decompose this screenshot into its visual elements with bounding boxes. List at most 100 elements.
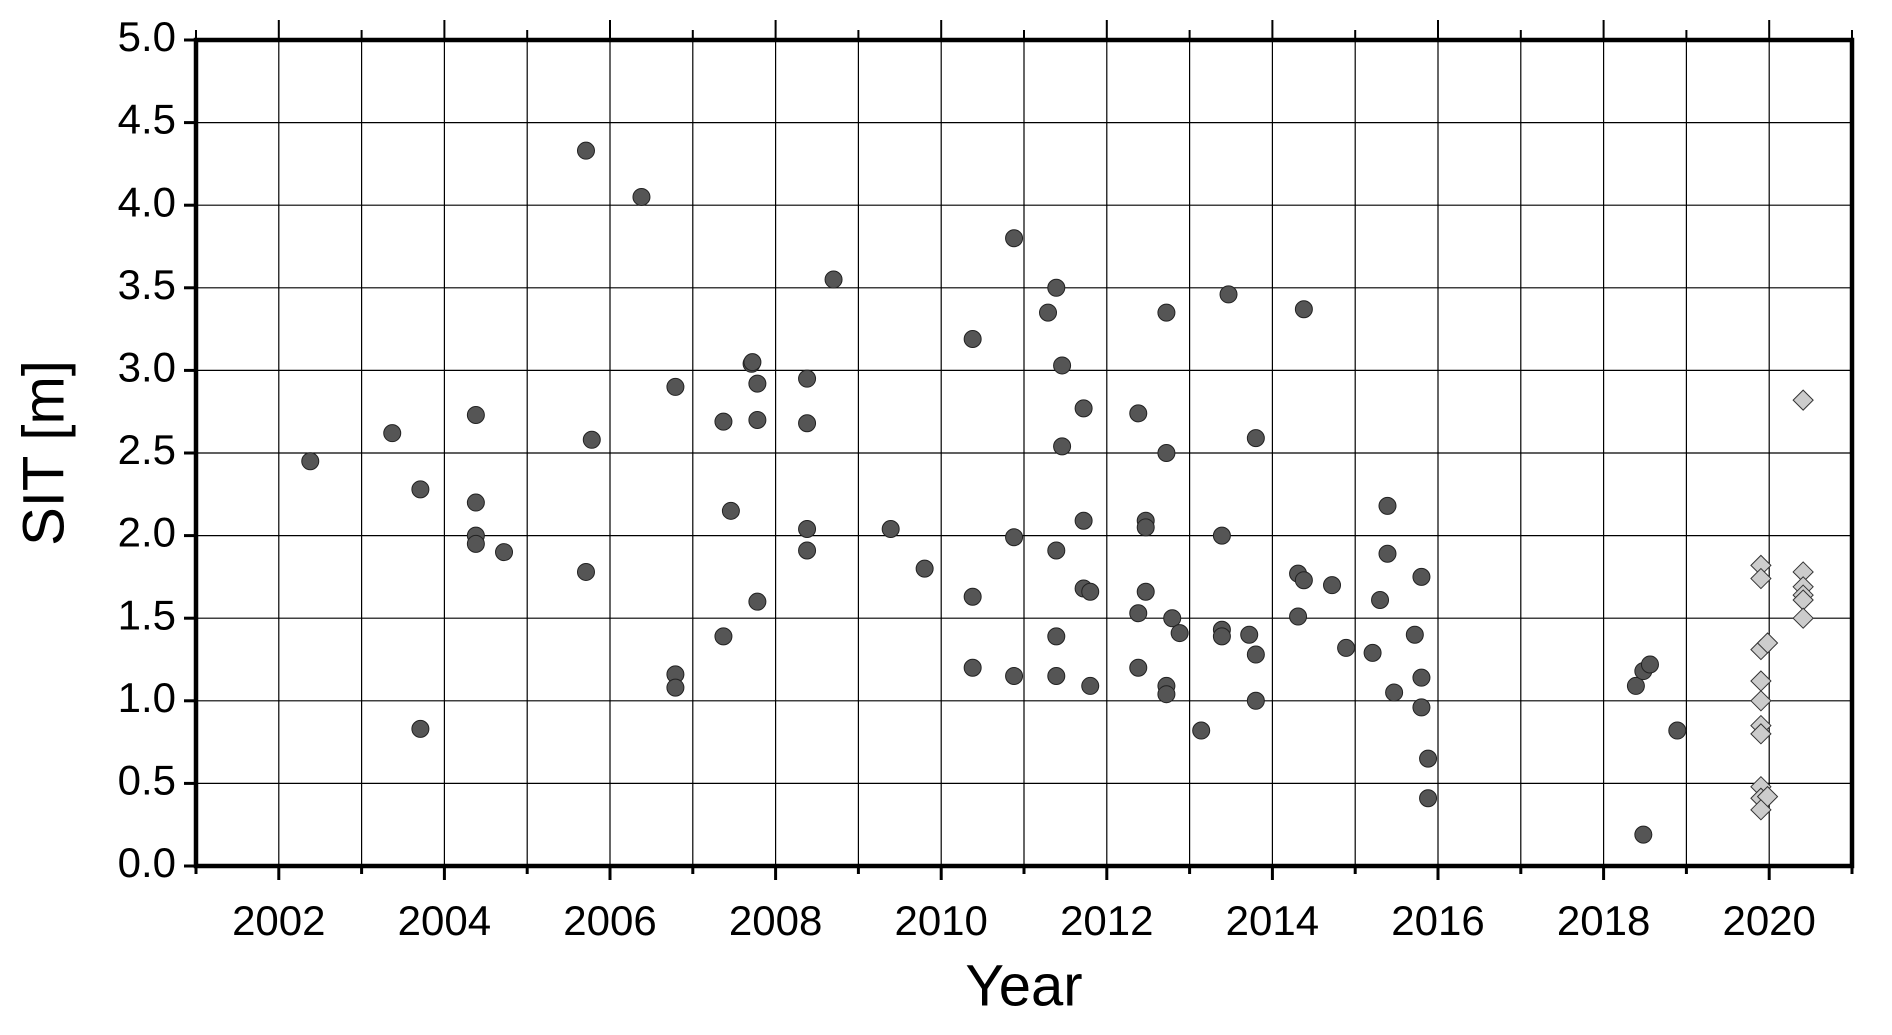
data-point xyxy=(632,187,651,206)
data-point xyxy=(1405,625,1424,644)
data-point xyxy=(714,627,733,646)
x-tick-label: 2002 xyxy=(232,897,325,944)
data-point xyxy=(576,141,595,160)
data-point xyxy=(1047,541,1066,560)
x-tick-label: 2010 xyxy=(894,897,987,944)
data-point xyxy=(1294,571,1313,590)
data-point xyxy=(1640,655,1659,674)
data-point xyxy=(582,430,601,449)
data-point xyxy=(963,330,982,349)
data-point xyxy=(1240,625,1259,644)
data-point xyxy=(1668,721,1687,740)
data-point xyxy=(1005,229,1024,248)
data-point xyxy=(1129,404,1148,423)
data-point xyxy=(1192,721,1211,740)
data-point xyxy=(1385,683,1404,702)
y-tick-label: 1.5 xyxy=(118,591,176,638)
data-point xyxy=(1337,638,1356,657)
y-tick-label: 0.0 xyxy=(118,839,176,886)
data-point xyxy=(824,270,843,289)
data-point xyxy=(1750,690,1772,712)
data-point xyxy=(1412,698,1431,717)
data-point xyxy=(1412,567,1431,586)
x-axis-title: Year xyxy=(965,953,1082,1018)
data-point xyxy=(1294,300,1313,319)
data-point xyxy=(1750,670,1772,692)
data-point xyxy=(1005,528,1024,547)
data-point xyxy=(1323,576,1342,595)
data-point xyxy=(798,519,817,538)
data-point xyxy=(1170,624,1189,643)
x-tick-label: 2012 xyxy=(1060,897,1153,944)
data-point xyxy=(466,406,485,425)
y-tick-label: 4.0 xyxy=(118,178,176,225)
data-point xyxy=(714,412,733,431)
data-point xyxy=(915,559,934,578)
data-point xyxy=(411,480,430,499)
data-point xyxy=(1157,444,1176,462)
data-point xyxy=(1074,511,1093,530)
data-point xyxy=(1047,278,1066,297)
y-tick-label: 3.0 xyxy=(118,343,176,390)
data-point xyxy=(1074,399,1093,418)
data-point xyxy=(1246,691,1265,710)
data-point xyxy=(1053,356,1072,375)
data-point xyxy=(1129,604,1148,623)
data-point xyxy=(963,658,982,677)
data-point xyxy=(666,678,685,697)
data-point xyxy=(576,562,595,581)
data-point xyxy=(963,587,982,606)
data-point xyxy=(301,452,320,471)
x-tick-label: 2020 xyxy=(1722,897,1815,944)
data-point xyxy=(1363,643,1382,662)
data-point xyxy=(1157,303,1176,322)
y-tick-label: 0.5 xyxy=(118,756,176,803)
data-point xyxy=(1212,526,1231,545)
y-axis-title: SIT [m] xyxy=(11,360,76,546)
x-tick-label: 2004 xyxy=(398,897,491,944)
y-tick-label: 2.5 xyxy=(118,426,176,473)
data-point xyxy=(1634,825,1653,844)
data-point xyxy=(1005,667,1024,686)
data-point xyxy=(1053,437,1072,456)
data-point xyxy=(748,592,767,611)
data-point xyxy=(466,534,485,553)
data-point xyxy=(798,414,817,433)
data-point xyxy=(1750,723,1772,745)
data-point xyxy=(1219,285,1238,304)
x-tick-label: 2016 xyxy=(1391,897,1484,944)
data-point xyxy=(1750,799,1772,821)
data-point xyxy=(411,719,430,738)
data-point xyxy=(1792,607,1814,629)
data-point xyxy=(1626,676,1645,695)
data-point xyxy=(466,493,485,512)
data-point xyxy=(1039,303,1058,322)
data-point xyxy=(1047,627,1066,646)
data-point xyxy=(1419,789,1438,808)
data-point xyxy=(1371,591,1390,610)
data-point xyxy=(1289,607,1308,626)
data-point xyxy=(1047,667,1066,686)
data-point xyxy=(798,541,817,560)
data-point xyxy=(495,543,514,562)
plot-frame xyxy=(193,37,1855,869)
data-point xyxy=(1750,567,1772,590)
data-point xyxy=(798,369,817,388)
data-point xyxy=(383,424,402,443)
data-point xyxy=(1246,429,1265,448)
data-point xyxy=(1792,389,1814,411)
y-tick-label: 5.0 xyxy=(118,13,176,60)
data-point xyxy=(1378,544,1397,563)
data-point xyxy=(721,501,740,520)
data-point xyxy=(1081,582,1100,601)
data-point xyxy=(1136,518,1155,537)
data-point xyxy=(1163,609,1182,628)
data-point xyxy=(748,374,767,393)
data-point xyxy=(1419,749,1438,768)
data-point xyxy=(748,410,767,429)
data-point xyxy=(1378,496,1397,515)
data-point xyxy=(881,519,900,538)
y-tick-label: 3.5 xyxy=(118,261,176,308)
